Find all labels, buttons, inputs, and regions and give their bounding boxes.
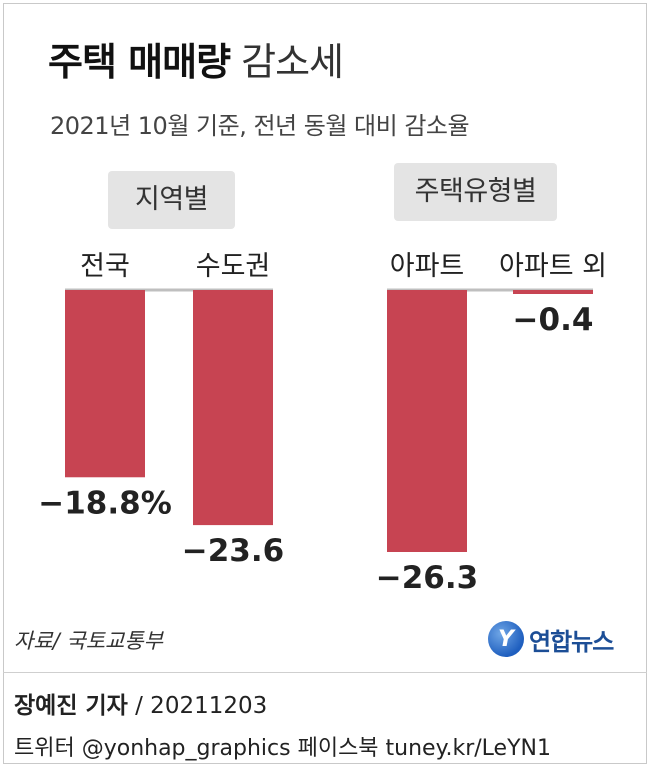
category-label: 아파트 [390,251,465,282]
graphic-frame [3,3,647,764]
value-label: −18.8% [38,485,172,521]
logo-text: 연합뉴스 [529,627,614,656]
reporter-line: 장예진 기자 / 20211203 [14,686,267,720]
category-label: 전국 [80,251,130,282]
value-label: −26.3 [376,560,478,596]
group-label-housing-type: 주택유형별 [394,163,557,221]
category-label: 수도권 [196,251,271,282]
group-label-region: 지역별 [108,171,235,229]
reporter-name: 장예진 기자 [14,693,128,719]
bar-2 [193,290,273,526]
value-label: −0.4 [513,302,594,338]
bar-4 [513,290,593,294]
bar-3 [387,290,467,552]
yonhap-logo: Y 연합뉴스 [488,615,614,663]
chart-title: 주택 매매량 감소세 [48,40,344,84]
title-bold: 주택 매매량 [48,40,231,84]
chart-subtitle: 2021년 10월 기준, 전년 동월 대비 감소율 [50,112,470,140]
globe-icon: Y [488,621,524,657]
bar-1 [65,290,145,478]
source-note: 자료/ 국토교통부 [14,629,163,653]
footer-divider [3,672,647,673]
value-label: −23.6 [182,533,284,569]
reporter-date: / 20211203 [127,693,268,719]
title-light: 감소세 [241,40,344,84]
category-label: 아파트 외 [499,251,607,282]
sns-line: 트위터 @yonhap_graphics 페이스북 tuney.kr/LeYN1 [14,736,551,761]
